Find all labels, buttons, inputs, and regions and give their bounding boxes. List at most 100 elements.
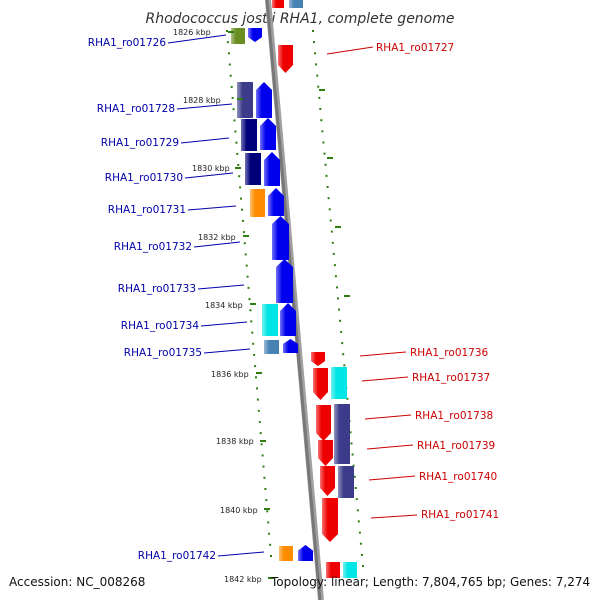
- guide-dot: [237, 164, 240, 166]
- tick-label: 1834 kbp: [205, 301, 243, 310]
- gene-label-ro01729[interactable]: RHA1_ro01729: [101, 137, 179, 149]
- gene-ro01731b[interactable]: [268, 188, 284, 216]
- guide-dot: [268, 532, 271, 535]
- gene-ro01731[interactable]: [250, 189, 265, 217]
- guide-dot: [236, 152, 239, 155]
- tick-label: 1828 kbp: [183, 96, 221, 105]
- gene-label-ro01727[interactable]: RHA1_ro01727: [376, 42, 454, 54]
- guide-dot: [248, 298, 251, 301]
- guide-dot: [262, 465, 265, 468]
- gene-ro01734[interactable]: [262, 304, 278, 336]
- guide-dot: [356, 509, 359, 512]
- guide-dot: [226, 30, 228, 32]
- guide-dot: [339, 319, 342, 322]
- guide-dot: [361, 553, 363, 556]
- gene-features: [231, 0, 357, 578]
- guide-dot: [254, 365, 257, 368]
- gene-label-ro01737[interactable]: RHA1_ro01737: [412, 372, 490, 384]
- gene-bottom-red[interactable]: [326, 562, 340, 578]
- guide-dot: [245, 264, 248, 267]
- guide-dot: [241, 219, 244, 222]
- gene-label-ro01730[interactable]: RHA1_ro01730: [105, 172, 183, 184]
- gene-ro01742b[interactable]: [298, 545, 313, 561]
- gene-ro01734b[interactable]: [280, 303, 296, 336]
- gene-ro01728b[interactable]: [256, 82, 272, 118]
- guide-dot: [231, 97, 234, 99]
- gene-ro01728[interactable]: [237, 82, 253, 118]
- gene-ro01727[interactable]: [278, 45, 293, 73]
- guide-dot: [350, 442, 353, 445]
- gene-ro01737[interactable]: [313, 368, 328, 400]
- gene-ro01737b[interactable]: [331, 367, 347, 399]
- guide-dot: [312, 30, 314, 32]
- guide-dot: [258, 421, 261, 423]
- tick-label: 1832 kbp: [198, 233, 236, 242]
- gene-ro01735b[interactable]: [283, 339, 298, 353]
- gene-ro01741[interactable]: [322, 498, 338, 542]
- gene-label-ro01741[interactable]: RHA1_ro01741: [421, 509, 499, 521]
- gene-ro01730b[interactable]: [264, 152, 280, 186]
- gene-ro01729[interactable]: [241, 119, 257, 151]
- gene-bottom-cyan[interactable]: [343, 562, 357, 578]
- gene-label-ro01731[interactable]: RHA1_ro01731: [108, 204, 186, 216]
- guide-dot: [250, 320, 253, 323]
- guide-dot: [325, 174, 328, 177]
- guide-dot: [253, 353, 256, 356]
- gene-ro01738[interactable]: [316, 405, 331, 441]
- gene-label-ro01736[interactable]: RHA1_ro01736: [410, 347, 489, 359]
- guide-dot: [328, 208, 331, 211]
- guide-dot: [354, 487, 357, 489]
- gene-ro01726b[interactable]: [248, 28, 262, 42]
- gene-label-ro01726[interactable]: RHA1_ro01726: [88, 37, 167, 49]
- guide-dot: [255, 376, 257, 379]
- tick-label: 1830 kbp: [192, 164, 230, 173]
- gene-label-ro01738[interactable]: RHA1_ro01738: [415, 410, 493, 422]
- scale-ticks: 1826 kbp 1828 kbp 1830 kbp 1832 kbp 1834…: [173, 28, 350, 584]
- guide-dot: [247, 286, 250, 289]
- gene-ro01739[interactable]: [318, 440, 333, 466]
- guide-dot: [324, 163, 327, 166]
- guide-dot: [323, 152, 326, 155]
- gene-ro01740b[interactable]: [338, 466, 354, 498]
- guide-dot: [315, 63, 318, 66]
- guide-dot: [358, 531, 361, 534]
- guide-dot: [256, 387, 258, 390]
- gene-ro01735[interactable]: [264, 340, 279, 354]
- gene-ro01733[interactable]: [276, 259, 293, 303]
- gene-label-ro01740[interactable]: RHA1_ro01740: [419, 471, 497, 483]
- gene-label-ro01742[interactable]: RHA1_ro01742: [138, 550, 216, 562]
- tick-label: 1826 kbp: [173, 28, 211, 37]
- guide-dot: [343, 364, 346, 367]
- gene-ro01740[interactable]: [320, 466, 335, 496]
- gene-top-red[interactable]: [272, 0, 284, 8]
- gene-label-ro01739[interactable]: RHA1_ro01739: [417, 440, 495, 452]
- guide-dot: [318, 96, 321, 99]
- guide-dot: [319, 108, 322, 110]
- guide-dot: [242, 231, 245, 234]
- guide-dot: [228, 63, 231, 66]
- guide-dot: [357, 520, 360, 523]
- guide-dot: [264, 488, 267, 490]
- left-gene-labels: RHA1_ro01726 RHA1_ro01728 RHA1_ro01729 R…: [88, 34, 265, 562]
- guide-dot: [229, 74, 232, 77]
- gene-label-ro01734[interactable]: RHA1_ro01734: [121, 320, 200, 332]
- gene-ro01732[interactable]: [272, 216, 289, 260]
- gene-ro01738b[interactable]: [334, 404, 350, 464]
- guide-dot: [243, 242, 246, 245]
- gene-ro01742[interactable]: [279, 546, 293, 561]
- guide-dot: [261, 454, 264, 457]
- gene-label-ro01735[interactable]: RHA1_ro01735: [124, 347, 202, 359]
- gene-ro01736[interactable]: [311, 352, 325, 366]
- guide-dot: [241, 208, 243, 211]
- gene-label-ro01728[interactable]: RHA1_ro01728: [97, 103, 175, 115]
- gene-top-steel[interactable]: [289, 0, 303, 8]
- gene-ro01730[interactable]: [245, 153, 261, 185]
- gene-label-ro01732[interactable]: RHA1_ro01732: [114, 241, 192, 253]
- gene-ro01729b[interactable]: [260, 118, 276, 150]
- guide-dot: [326, 186, 329, 188]
- gene-label-ro01733[interactable]: RHA1_ro01733: [118, 283, 196, 295]
- chromosome-axis: [265, 0, 322, 600]
- guide-dot: [251, 331, 254, 334]
- gene-ro01726[interactable]: [231, 28, 245, 44]
- guide-dot: [260, 443, 263, 446]
